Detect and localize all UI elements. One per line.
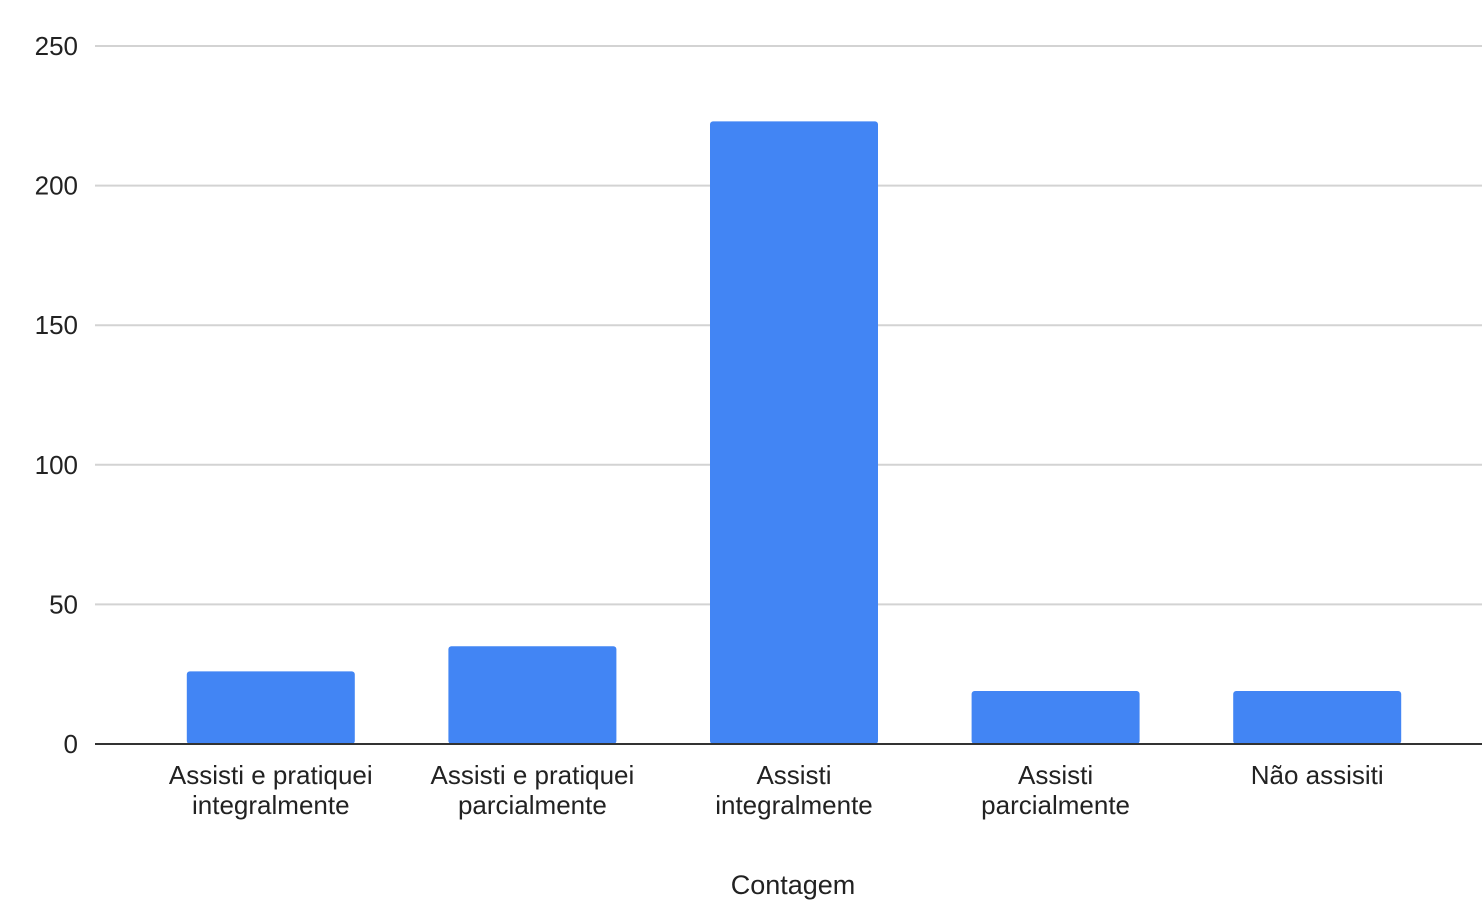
x-axis-title: Contagem (731, 870, 856, 900)
bar (186, 671, 355, 744)
x-tick-label: Não assisiti (1251, 760, 1384, 790)
x-axis-category-labels: Assisti e pratiquei integralmente Assisti … (169, 760, 1384, 820)
x-tick-label: Assisti parcialmente (981, 760, 1130, 820)
x-tick-label: Assisti e pratiquei parcialmente (431, 760, 635, 820)
y-tick-label: 50 (49, 589, 78, 619)
bar (971, 690, 1140, 744)
x-tick-label: Assisti integralmente (715, 760, 873, 820)
bar (448, 646, 617, 744)
bar (710, 121, 878, 744)
x-tick-label: Assisti e pratiquei integralmente (169, 760, 373, 820)
y-tick-label: 0 (64, 729, 78, 759)
y-tick-label: 150 (35, 310, 78, 340)
y-tick-label: 100 (35, 450, 78, 480)
bar (1233, 690, 1402, 744)
bars (186, 121, 1402, 744)
y-tick-label: 250 (35, 31, 78, 61)
y-axis-tick-labels: 0 50 100 150 200 250 (35, 31, 78, 759)
y-tick-label: 200 (35, 171, 78, 201)
